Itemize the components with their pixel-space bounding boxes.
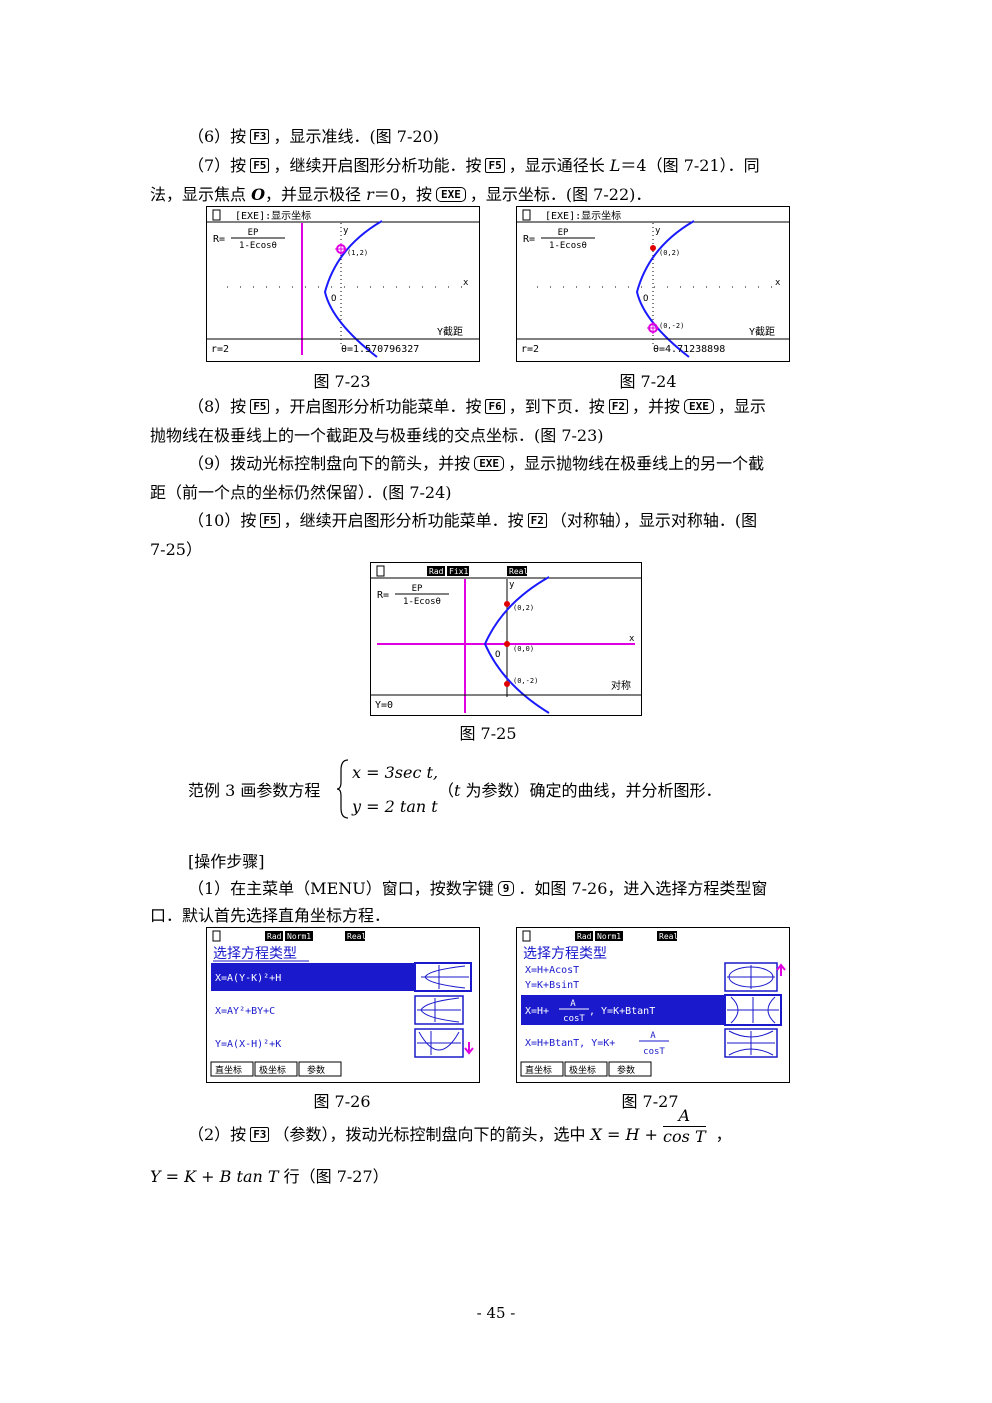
svg-text:(0,-2): (0,-2) xyxy=(513,677,538,685)
para-7-line2: 法，显示焦点 O，并显示极径 r＝0，按 EXE ，显示坐标．(图 7-22)． xyxy=(150,185,652,204)
svg-text:θ=1.570796327: θ=1.570796327 xyxy=(341,344,419,355)
para-8-line1: （8）按 F5 ，开启图形分析功能菜单．按 F6 ，到下页．按 F2 ，并按 EXE ，显示 xyxy=(188,397,766,416)
svg-text:[EXE]:显示坐标: [EXE]:显示坐标 xyxy=(545,210,621,222)
svg-text:(1,2): (1,2) xyxy=(347,249,368,257)
svg-text:(0,2): (0,2) xyxy=(659,249,680,257)
para-10-line2: 7-25） xyxy=(150,540,202,559)
caption-fig-7-24: 图 7-24 xyxy=(619,372,677,391)
example-3-label: 范例 3 画参数方程 xyxy=(188,781,321,800)
svg-text:极坐标: 极坐标 xyxy=(259,1064,286,1076)
step-1-line2: 口．默认首先选择直角坐标方程． xyxy=(150,906,391,925)
screen-fig-7-25: Rad Fix1 Real R= EP 1-Ecosθ y x O (0,2) … xyxy=(370,562,642,716)
svg-text:y: y xyxy=(509,580,515,590)
svg-text:x: x xyxy=(463,278,469,288)
svg-text:Real: Real xyxy=(659,932,678,941)
screen-fig-7-24: [EXE]:显示坐标 R= EP 1-Ecosθ y x O (0,2) (0,… xyxy=(516,206,790,362)
svg-text:X=A(Y-K)²+H: X=A(Y-K)²+H xyxy=(215,973,281,984)
svg-text:Norm1: Norm1 xyxy=(597,932,621,941)
svg-text:直坐标: 直坐标 xyxy=(215,1064,242,1076)
svg-text:对称: 对称 xyxy=(611,679,631,692)
steps-heading: [操作步骤] xyxy=(188,852,265,871)
svg-text:Real: Real xyxy=(509,567,528,576)
svg-text:1-Ecosθ: 1-Ecosθ xyxy=(239,241,277,251)
svg-text:EP: EP xyxy=(248,228,259,238)
svg-text:O: O xyxy=(331,294,336,304)
svg-text:极坐标: 极坐标 xyxy=(569,1064,596,1076)
para-9-line1: （9）拨动光标控制盘向下的箭头，并按 EXE ，显示抛物线在极垂线上的另一个截 xyxy=(188,454,765,473)
svg-text:O: O xyxy=(643,294,648,304)
svg-text:1-Ecosθ: 1-Ecosθ xyxy=(549,241,587,251)
svg-text:, Y=K+BtanT: , Y=K+BtanT xyxy=(589,1006,655,1017)
step-1-line1: （1）在主菜单（MENU）窗口，按数字键 9 ．如图 7-26，进入选择方程类型窗 xyxy=(188,879,768,898)
caption-fig-7-25: 图 7-25 xyxy=(459,724,517,743)
brace xyxy=(336,758,350,820)
svg-text:R=: R= xyxy=(377,590,389,601)
svg-text:cosT: cosT xyxy=(643,1047,665,1057)
svg-text:选择方程类型: 选择方程类型 xyxy=(213,946,297,962)
svg-text:cosT: cosT xyxy=(563,1014,585,1024)
caption-fig-7-26: 图 7-26 xyxy=(313,1092,371,1111)
svg-text:y: y xyxy=(343,226,349,236)
screen-fig-7-26: Rad Norm1 Real 选择方程类型 X=A(Y-K)²+H X=AY²+… xyxy=(206,927,480,1083)
svg-text:r=2: r=2 xyxy=(211,344,229,355)
svg-text:y: y xyxy=(655,226,661,236)
svg-text:O: O xyxy=(495,650,500,660)
svg-text:X=H+AcosT: X=H+AcosT xyxy=(525,965,579,976)
svg-text:Fix1: Fix1 xyxy=(449,567,468,576)
svg-text:参数: 参数 xyxy=(307,1064,325,1076)
eq-line-2: y = 2 tan t xyxy=(352,797,438,816)
svg-text:Rad: Rad xyxy=(577,932,592,941)
para-8-line2: 抛物线在极垂线上的一个截距及与极垂线的交点坐标．(图 7-23) xyxy=(150,426,604,445)
svg-text:Norm1: Norm1 xyxy=(287,932,311,941)
svg-text:Rad: Rad xyxy=(267,932,282,941)
screen-fig-7-27: Rad Norm1 Real 选择方程类型 X=H+AcosT Y=K+Bsin… xyxy=(516,927,790,1083)
svg-text:r=2: r=2 xyxy=(521,344,539,355)
svg-text:EP: EP xyxy=(558,228,569,238)
svg-text:A: A xyxy=(570,999,576,1009)
svg-text:x: x xyxy=(629,634,635,644)
svg-text:选择方程类型: 选择方程类型 xyxy=(523,946,607,962)
example-3-tail: （t 为参数）确定的曲线，并分析图形． xyxy=(438,781,722,800)
para-7-line1: （7）按 F5 ，继续开启图形分析功能．按 F5 ，显示通径长 L＝4（图 7-21）．… xyxy=(188,156,760,175)
svg-text:R=: R= xyxy=(523,234,535,245)
page-number: - 45 - xyxy=(476,1304,516,1322)
caption-fig-7-27: 图 7-27 xyxy=(621,1092,679,1111)
svg-text:A: A xyxy=(650,1031,656,1041)
svg-text:1-Ecosθ: 1-Ecosθ xyxy=(403,597,441,607)
svg-text:x: x xyxy=(775,278,781,288)
para-10-line1: （10）按 F5 ，继续开启图形分析功能菜单．按 F2 （对称轴），显示对称轴．(图 xyxy=(188,511,758,530)
svg-text:参数: 参数 xyxy=(617,1064,635,1076)
screen-fig-7-23: [EXE]:显示坐标 R= EP 1-Ecosθ y x O (1,2) Y截距… xyxy=(206,206,480,362)
para-6: （6）按 F3 ，显示准线．(图 7-20) xyxy=(188,127,439,146)
svg-text:Rad: Rad xyxy=(429,567,444,576)
svg-text:Y截距: Y截距 xyxy=(749,325,775,338)
svg-text:(0,-2): (0,-2) xyxy=(659,322,684,330)
svg-text:Y=K+BsinT: Y=K+BsinT xyxy=(525,980,579,991)
svg-text:Y=A(X-H)²+K: Y=A(X-H)²+K xyxy=(215,1039,281,1050)
svg-text:Y截距: Y截距 xyxy=(437,325,463,338)
svg-text:(0,0): (0,0) xyxy=(513,645,534,653)
svg-text:X=H+BtanT, Y=K+: X=H+BtanT, Y=K+ xyxy=(525,1038,615,1049)
svg-text:Real: Real xyxy=(347,932,366,941)
svg-text:X=AY²+BY+C: X=AY²+BY+C xyxy=(215,1006,275,1017)
screen-header: [EXE]:显示坐标 xyxy=(235,210,311,222)
caption-fig-7-23: 图 7-23 xyxy=(313,372,371,391)
svg-text:Y=0: Y=0 xyxy=(375,700,393,711)
step-2-line2: Y = K + B tan T 行（图 7-27） xyxy=(150,1167,389,1186)
para-9-line2: 距（前一个点的坐标仍然保留）．(图 7-24) xyxy=(150,483,452,502)
svg-text:θ=4.71238898: θ=4.71238898 xyxy=(653,344,725,355)
svg-text:直坐标: 直坐标 xyxy=(525,1064,552,1076)
parabola-curve xyxy=(323,220,383,358)
svg-text:(0,2): (0,2) xyxy=(513,604,534,612)
eq-line-1: x = 3sec t, xyxy=(352,763,439,782)
svg-text:EP: EP xyxy=(412,584,423,594)
svg-text:X=H+: X=H+ xyxy=(525,1006,549,1017)
svg-text:R=: R= xyxy=(213,234,225,245)
